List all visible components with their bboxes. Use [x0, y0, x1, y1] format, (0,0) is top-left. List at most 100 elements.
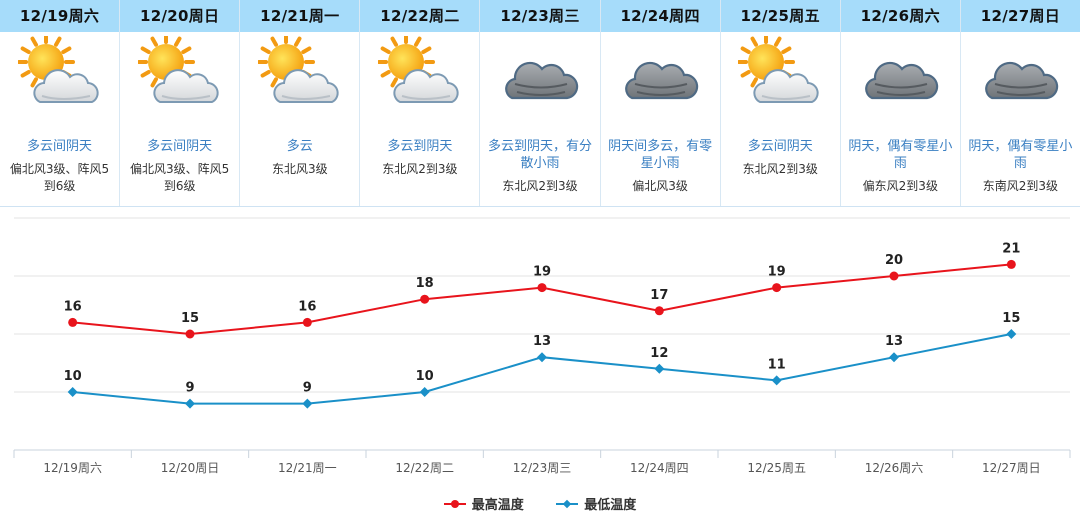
low-temp-point — [537, 352, 547, 363]
sun-cloud-icon — [256, 33, 342, 120]
x-tick-label: 12/22周二 — [395, 461, 454, 475]
forecast-day-description: 多云到阴天 — [387, 139, 453, 154]
sun-cloud-icon — [737, 33, 822, 120]
low-temp-label: 15 — [1002, 311, 1020, 326]
high-temp-point — [654, 306, 664, 316]
low-temp-point — [419, 387, 430, 397]
forecast-strip: 12/19周六 多云间阴天 偏北风3级、阵风5到6级 12/20周日 多云间阴天 偏北… — [0, 0, 1080, 207]
forecast-day-wind: 东北风2到3级 — [742, 162, 818, 176]
x-tick-label: 12/23周三 — [513, 461, 572, 475]
forecast-day-wind: 东北风2到3级 — [382, 162, 458, 176]
forecast-day-wind: 东北风3级 — [271, 162, 328, 176]
low-temp-point — [1006, 329, 1017, 339]
forecast-day-description: 多云 — [286, 139, 313, 154]
forecast-day-wind: 偏东风2到3级 — [862, 179, 938, 193]
high-temp-label: 18 — [416, 276, 434, 291]
sun-cloud-icon — [136, 33, 222, 120]
high-temp-label: 16 — [64, 299, 82, 314]
high-temp-label: 21 — [1002, 241, 1020, 256]
forecast-day: 12/19周六 多云间阴天偏北风3级、阵风5到6级 — [0, 0, 121, 206]
x-tick-label: 12/19周六 — [43, 461, 102, 475]
low-temp-point — [889, 352, 899, 363]
high-temp-label: 17 — [650, 288, 668, 303]
forecast-day-wind: 偏北风3级、阵风5到6级 — [130, 162, 230, 193]
forecast-day-wind: 偏北风3级 — [632, 179, 688, 193]
forecast-day-wind: 东南风2到3级 — [982, 179, 1059, 193]
legend-item-low[interactable]: 最低温度 — [556, 494, 636, 513]
high-temp-point — [1006, 259, 1016, 269]
sun-cloud-icon — [376, 33, 462, 120]
forecast-day-description: 多云间阴天 — [747, 139, 813, 154]
forecast-day-date: 12/27周日 — [960, 0, 1080, 32]
forecast-day-wind: 偏北风3级、阵风5到6级 — [9, 162, 110, 193]
low-temp-point — [302, 398, 313, 409]
high-temp-label: 19 — [533, 265, 551, 280]
forecast-day-date: 12/23周三 — [480, 0, 600, 32]
low-temp-label: 13 — [885, 334, 903, 349]
forecast-day-date: 12/22周二 — [360, 0, 480, 32]
forecast-day: 12/27周日 阴天，偶有零星小雨东南风2到3级 — [960, 0, 1080, 206]
low-temp-label: 12 — [650, 346, 668, 361]
low-temp-label: 10 — [416, 369, 434, 384]
forecast-day: 12/25周五 多云间阴天东北风2到3级 — [720, 0, 841, 206]
x-tick-label: 12/26周六 — [865, 461, 924, 475]
low-temp-label: 13 — [533, 334, 551, 349]
forecast-day-date: 12/20周日 — [120, 0, 240, 32]
forecast-day-date: 12/25周五 — [720, 0, 840, 32]
forecast-day-description: 多云间阴天 — [27, 139, 93, 154]
low-temp-label: 11 — [768, 357, 786, 372]
temperature-chart: 12/19周六 12/20周日 12/21周一 12/22周二 12/23周三 12/24… — [0, 206, 1080, 528]
forecast-day-wind: 东北风2到3级 — [502, 179, 578, 193]
forecast-day: 12/24周四 阴天间多云，有零星小雨偏北风3级 — [600, 0, 721, 206]
x-tick-label: 12/25周五 — [747, 461, 806, 475]
forecast-day-date: 12/21周一 — [240, 0, 360, 32]
sun-cloud-icon — [16, 33, 102, 120]
high-temp-label: 20 — [885, 253, 903, 268]
high-temp-point — [772, 283, 782, 293]
forecast-day-date: 12/24周四 — [600, 0, 720, 32]
overcast-cloud-icon — [618, 36, 702, 120]
low-temp-point — [67, 387, 78, 397]
legend-low-label: 最低温度 — [584, 498, 637, 513]
forecast-day-date: 12/19周六 — [0, 0, 120, 32]
legend-high-swatch — [443, 499, 466, 509]
forecast-day: 12/22周二 多云到阴天东北风2到3级 — [360, 0, 481, 206]
x-tick-label: 12/27周日 — [982, 461, 1041, 475]
low-temp-point — [771, 375, 782, 386]
forecast-day-description: 多云间阴天 — [147, 139, 213, 154]
high-temp-point — [420, 294, 430, 304]
legend-high-label: 最高温度 — [471, 498, 524, 513]
legend-low-swatch — [556, 499, 579, 509]
x-tick-label: 12/20周日 — [161, 461, 220, 475]
x-tick-label: 12/24周四 — [630, 461, 689, 475]
forecast-day: 12/20周日 多云间阴天偏北风3级、阵风5到6级 — [120, 0, 241, 206]
forecast-day-description: 阴天间多云，有零星小雨 — [608, 139, 713, 171]
forecast-day-description: 多云到阴天，有分散小雨 — [487, 139, 592, 171]
high-temp-label: 16 — [298, 299, 316, 314]
high-temp-point — [68, 317, 78, 327]
chart-legend: 最高温度 最低温度 — [0, 494, 1080, 513]
overcast-cloud-icon — [498, 36, 582, 120]
high-temp-point — [889, 271, 899, 281]
overcast-cloud-icon — [978, 36, 1062, 120]
high-temp-label: 15 — [181, 311, 199, 326]
forecast-day: 12/21周一 多云东北风3级 — [240, 0, 361, 206]
low-temp-label: 9 — [185, 381, 194, 396]
overcast-cloud-icon — [858, 36, 942, 120]
forecast-day: 12/26周六 阴天，偶有零星小雨偏东风2到3级 — [840, 0, 961, 206]
high-temp-label: 19 — [768, 265, 786, 280]
low-temp-point — [654, 363, 665, 374]
forecast-day-description: 阴天，偶有零星小雨 — [968, 139, 1073, 171]
high-temp-point — [537, 283, 547, 293]
temperature-chart-svg: 12/19周六 12/20周日 12/21周一 12/22周二 12/23周三 12/24… — [13, 217, 1071, 475]
low-temp-point — [185, 398, 195, 409]
forecast-day: 12/23周三 多云到阴天，有分散小雨东北风2到3级 — [480, 0, 601, 206]
high-temp-point — [185, 329, 195, 339]
legend-item-high[interactable]: 最高温度 — [443, 494, 524, 513]
forecast-day-date: 12/26周六 — [840, 0, 960, 32]
high-temp-point — [302, 317, 312, 327]
low-temp-label: 9 — [303, 381, 312, 396]
low-temp-label: 10 — [64, 369, 82, 384]
forecast-day-description: 阴天，偶有零星小雨 — [848, 139, 953, 171]
x-tick-label: 12/21周一 — [278, 461, 337, 475]
